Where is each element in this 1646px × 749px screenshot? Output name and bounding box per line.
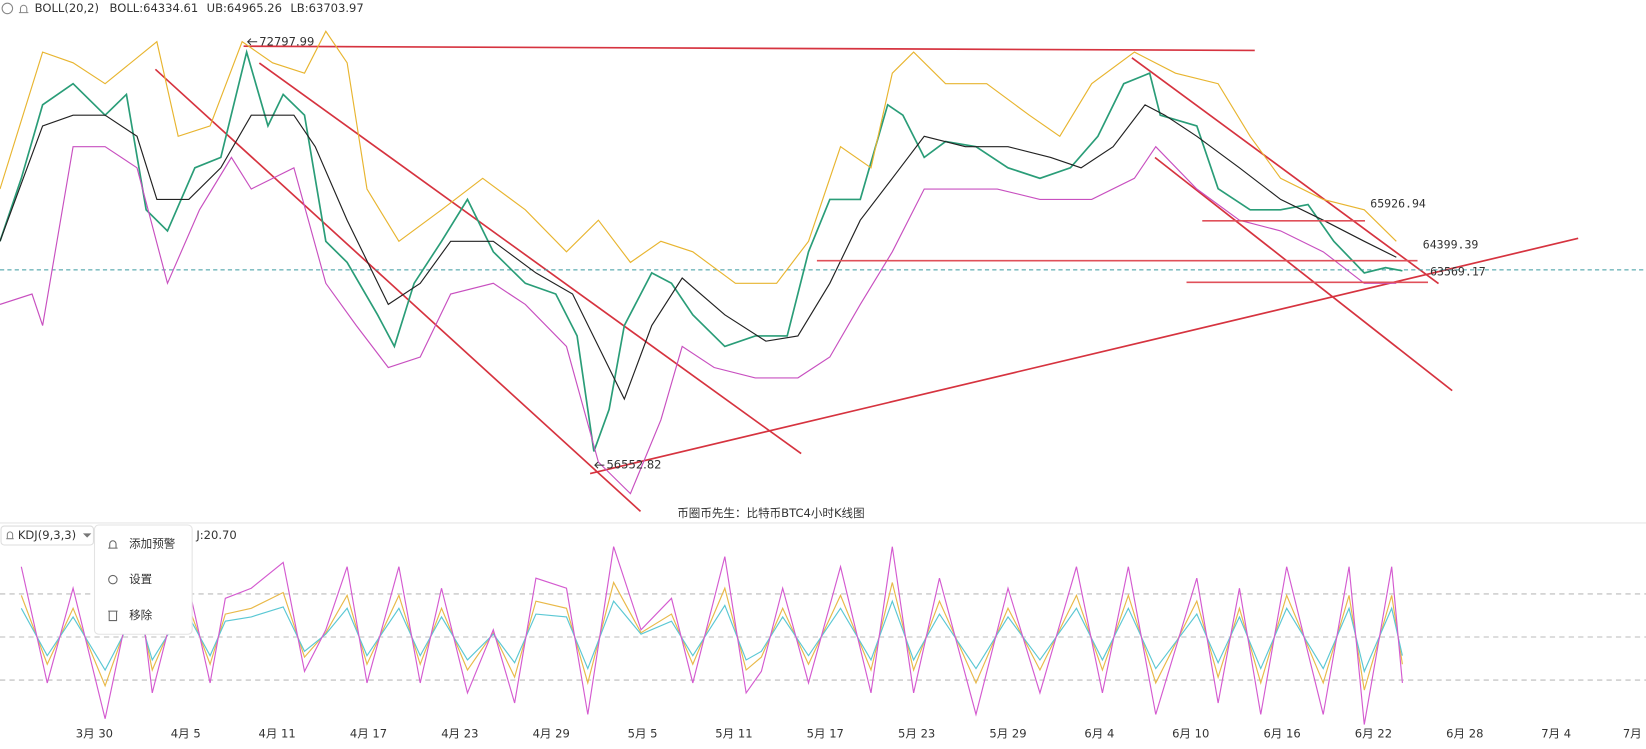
x-tick-label: 4月 29 bbox=[533, 726, 570, 740]
x-tick-label: 4月 23 bbox=[441, 726, 478, 740]
trend-line bbox=[1154, 156, 1453, 392]
indicator-name[interactable]: KDJ(9,3,3) bbox=[18, 528, 76, 542]
trend-line bbox=[154, 68, 642, 512]
x-tick-label: 4月 17 bbox=[350, 726, 387, 740]
x-tick-label: 5月 5 bbox=[628, 726, 658, 740]
x-tick-label: 6月 22 bbox=[1355, 726, 1392, 740]
legend-value: LB:63703.97 bbox=[290, 1, 363, 15]
indicator-line bbox=[20, 546, 1403, 725]
indicator-line bbox=[20, 580, 1403, 691]
legend-value: J:20.70 bbox=[195, 528, 236, 542]
indicator-name[interactable]: BOLL(20,2) bbox=[35, 1, 99, 15]
price-level-label: 65926.94 bbox=[1370, 197, 1426, 211]
x-tick-label: 5月 17 bbox=[807, 726, 844, 740]
x-tick-label: 5月 23 bbox=[898, 726, 935, 740]
menu-item[interactable]: 添加预警 bbox=[129, 536, 176, 550]
collapse-icon[interactable] bbox=[1, 2, 14, 15]
trend-lines bbox=[154, 45, 1579, 512]
price-line bbox=[0, 48, 1403, 452]
x-tick-label: 6月 28 bbox=[1446, 726, 1483, 740]
x-tick-label: 7月 4 bbox=[1541, 726, 1571, 740]
trend-line bbox=[1131, 57, 1440, 285]
legend-value: BOLL:64334.61 bbox=[110, 1, 199, 15]
dropdown-arrow[interactable] bbox=[82, 533, 92, 538]
x-tick-label: 6月 4 bbox=[1084, 726, 1114, 740]
indicator-line bbox=[0, 104, 1397, 401]
x-tick-label: 7月 bbox=[1623, 726, 1642, 740]
indicator-line bbox=[0, 145, 1397, 495]
indicator-line bbox=[0, 30, 1397, 284]
trend-line bbox=[589, 237, 1579, 475]
menu-icon bbox=[108, 574, 118, 585]
alert-icon[interactable] bbox=[18, 4, 29, 14]
x-tick-label: 5月 29 bbox=[989, 726, 1026, 740]
alert-icon[interactable] bbox=[6, 531, 14, 540]
x-tick-label: 6月 10 bbox=[1172, 726, 1209, 740]
indicator-line bbox=[20, 599, 1403, 674]
extreme-marker bbox=[594, 461, 605, 469]
x-tick-label: 4月 11 bbox=[258, 726, 295, 740]
x-tick-label: 4月 5 bbox=[171, 726, 201, 740]
menu-panel bbox=[93, 524, 193, 635]
x-tick-label: 5月 11 bbox=[715, 726, 752, 740]
extreme-marker bbox=[246, 38, 258, 46]
extreme-label: 56552.82 bbox=[606, 458, 661, 472]
legend-value: UB:64965.26 bbox=[207, 1, 282, 15]
menu-icon bbox=[108, 540, 118, 549]
trend-line bbox=[243, 45, 1255, 52]
x-tick-label: 3月 30 bbox=[76, 726, 113, 740]
x-tick-label: 6月 16 bbox=[1263, 726, 1300, 740]
price-level-label: 63569.17 bbox=[1430, 264, 1486, 278]
chart-annotation: 币圈币先生：比特币BTC4小时K线图 bbox=[677, 506, 864, 520]
price-level-label: 64399.39 bbox=[1423, 237, 1479, 251]
extreme-label: 72797.99 bbox=[259, 34, 314, 48]
menu-icon bbox=[108, 610, 118, 622]
menu-item[interactable]: 设置 bbox=[129, 572, 152, 586]
trend-line bbox=[258, 62, 802, 455]
menu-item[interactable]: 移除 bbox=[129, 608, 153, 622]
indicator-chip[interactable] bbox=[0, 525, 94, 546]
